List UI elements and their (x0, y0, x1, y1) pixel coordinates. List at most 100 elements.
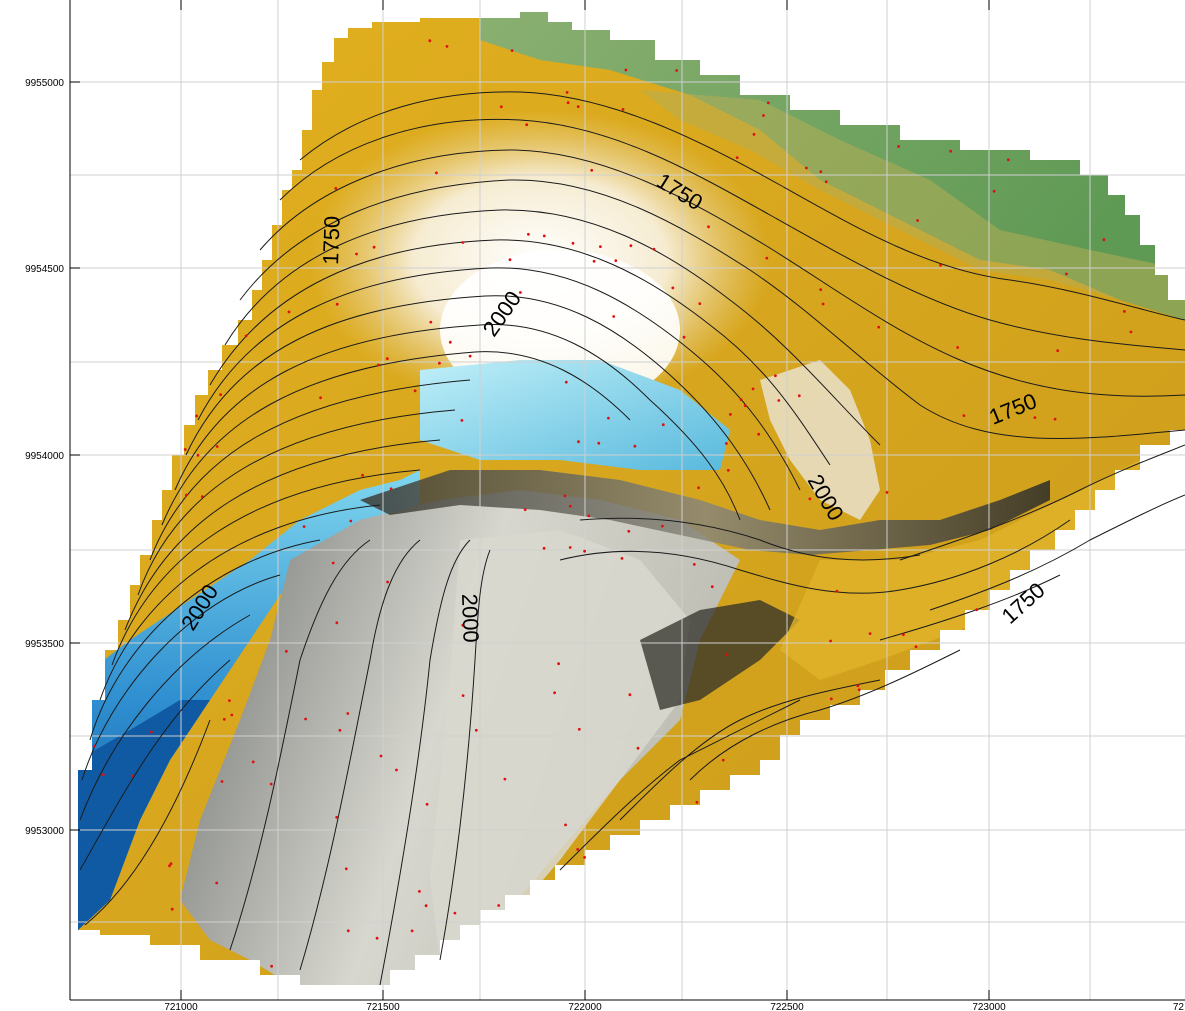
survey-point (662, 423, 665, 426)
survey-point (622, 108, 625, 111)
survey-point (949, 150, 952, 153)
survey-point (497, 904, 500, 907)
survey-point (303, 525, 306, 528)
survey-point (614, 259, 617, 262)
survey-point (565, 381, 568, 384)
survey-point (361, 474, 364, 477)
survey-point (339, 729, 342, 732)
survey-point (386, 357, 389, 360)
survey-point (726, 653, 729, 656)
survey-point (373, 246, 376, 249)
survey-point (629, 693, 632, 696)
y-tick-label: 9953000 (25, 826, 64, 837)
survey-point (1103, 238, 1106, 241)
survey-point (355, 253, 358, 256)
x-tick-label: 721000 (164, 1002, 198, 1011)
survey-point (215, 882, 218, 885)
y-tick-label: 9954500 (25, 264, 64, 275)
survey-point (377, 364, 380, 367)
survey-point (1034, 416, 1037, 419)
survey-point (612, 315, 615, 318)
survey-point (395, 769, 398, 772)
survey-point (593, 260, 596, 263)
survey-point (425, 904, 428, 907)
survey-point (583, 550, 586, 553)
survey-point (825, 180, 828, 183)
survey-point (1123, 310, 1126, 313)
survey-point (557, 662, 560, 665)
survey-point (819, 288, 822, 291)
y-tick-label: 9953500 (25, 639, 64, 650)
survey-point (168, 864, 171, 867)
x-tick-label: 722500 (770, 1002, 804, 1011)
survey-point (223, 718, 226, 721)
survey-point (829, 640, 832, 643)
survey-point (1007, 158, 1010, 161)
survey-point (809, 498, 812, 501)
y-tick-label: 9955000 (25, 78, 64, 89)
survey-point (915, 645, 918, 648)
survey-point (753, 133, 756, 136)
survey-point (634, 445, 637, 448)
x-tick-label: 722000 (568, 1002, 602, 1011)
survey-point (524, 508, 527, 511)
survey-point (150, 731, 153, 734)
survey-point (386, 581, 389, 584)
survey-point (627, 530, 630, 533)
survey-point (637, 747, 640, 750)
survey-point (569, 546, 572, 549)
survey-point (621, 557, 624, 560)
survey-point (916, 219, 919, 222)
survey-point (519, 291, 522, 294)
survey-point (963, 414, 966, 417)
survey-point (696, 801, 699, 804)
survey-point (744, 404, 747, 407)
survey-point (1065, 273, 1068, 276)
survey-point (939, 264, 942, 267)
survey-point (564, 824, 567, 827)
survey-point (195, 415, 198, 418)
survey-point (625, 69, 628, 72)
survey-point (221, 780, 224, 783)
survey-point (822, 303, 825, 306)
survey-point (345, 867, 348, 870)
survey-point (707, 225, 710, 228)
survey-point (285, 650, 288, 653)
survey-point (462, 694, 465, 697)
contour-label: 2000 (457, 593, 484, 643)
survey-point (1054, 418, 1057, 421)
survey-point (461, 241, 464, 244)
survey-point (454, 912, 457, 915)
survey-point (675, 69, 678, 72)
survey-point (607, 417, 610, 420)
survey-point (171, 908, 174, 911)
survey-point (336, 303, 339, 306)
survey-point (572, 242, 575, 245)
survey-point (757, 433, 760, 436)
survey-point (765, 257, 768, 260)
survey-point (569, 505, 572, 508)
survey-point (347, 929, 350, 932)
survey-point (219, 393, 222, 396)
survey-point (583, 856, 586, 859)
survey-point (805, 167, 808, 170)
survey-point (711, 585, 714, 588)
survey-point (886, 491, 889, 494)
survey-point (500, 105, 503, 108)
survey-point (184, 448, 187, 451)
survey-point (185, 494, 188, 497)
survey-point (553, 691, 556, 694)
survey-point (428, 39, 431, 42)
survey-point (727, 469, 730, 472)
y-tick-label: 9954000 (25, 451, 64, 462)
survey-point (543, 547, 546, 550)
survey-point (543, 235, 546, 238)
survey-point (993, 190, 996, 193)
survey-point (527, 233, 530, 236)
survey-point (418, 890, 421, 893)
survey-point (230, 714, 233, 717)
survey-point (438, 362, 441, 365)
survey-point (376, 937, 379, 940)
survey-point (762, 114, 765, 117)
